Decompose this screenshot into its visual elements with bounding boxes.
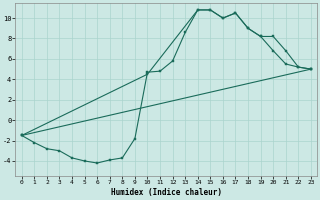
X-axis label: Humidex (Indice chaleur): Humidex (Indice chaleur) [111, 188, 222, 197]
